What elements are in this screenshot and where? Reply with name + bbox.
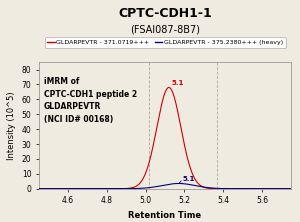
X-axis label: Retention Time: Retention Time [128,211,202,220]
Text: 5.1: 5.1 [179,176,195,183]
Text: iMRM of
CPTC-CDH1 peptide 2
GLDARPEVTR
(NCI ID# 00168): iMRM of CPTC-CDH1 peptide 2 GLDARPEVTR (… [44,77,137,124]
Text: 5.1: 5.1 [172,80,184,86]
Text: (FSAI087-8B7): (FSAI087-8B7) [130,24,200,34]
Text: CPTC-CDH1-1: CPTC-CDH1-1 [118,7,212,20]
Legend: GLDARPEVTR - 371.0719+++, GLDARPEVTR - 375.2380+++ (heavy): GLDARPEVTR - 371.0719+++, GLDARPEVTR - 3… [44,38,286,48]
Y-axis label: Intensity (10^5): Intensity (10^5) [7,91,16,160]
